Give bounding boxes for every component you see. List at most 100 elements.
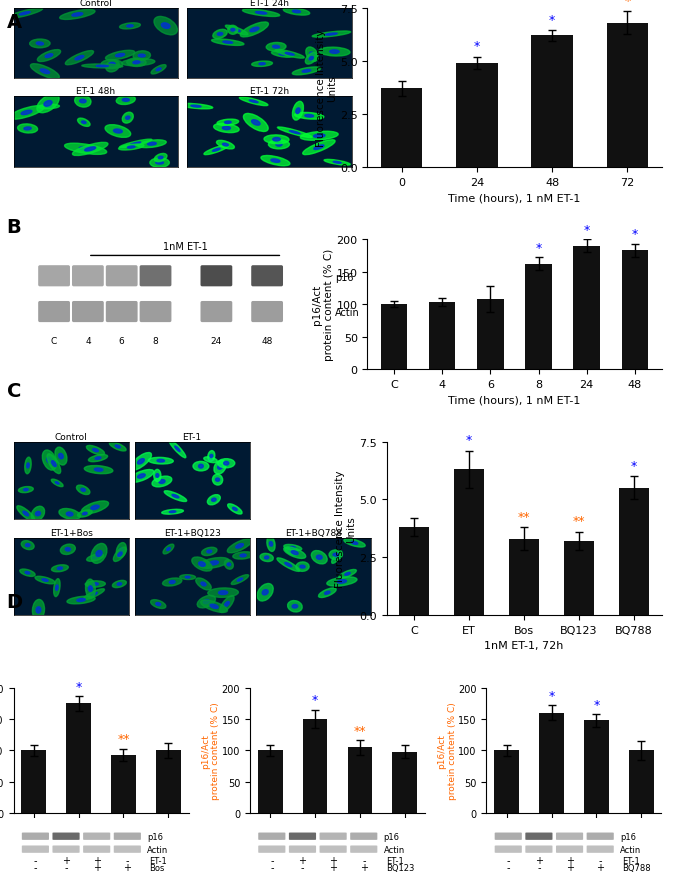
Ellipse shape (163, 578, 182, 587)
Ellipse shape (23, 511, 28, 517)
Ellipse shape (172, 495, 179, 498)
Ellipse shape (231, 30, 235, 32)
Text: Actin: Actin (335, 308, 360, 318)
Ellipse shape (167, 548, 170, 551)
Text: +: + (92, 862, 101, 872)
Ellipse shape (148, 143, 157, 146)
Ellipse shape (18, 487, 33, 493)
Ellipse shape (88, 586, 92, 592)
Bar (584, 720, 609, 814)
Ellipse shape (197, 595, 215, 609)
Text: p16: p16 (147, 831, 163, 841)
Text: +: + (596, 862, 604, 872)
Ellipse shape (43, 451, 57, 471)
Ellipse shape (276, 143, 282, 147)
Title: Control: Control (55, 432, 88, 441)
Bar (622, 251, 648, 370)
Ellipse shape (305, 53, 317, 65)
Ellipse shape (7, 9, 43, 19)
Ellipse shape (119, 145, 144, 151)
Ellipse shape (38, 105, 59, 110)
FancyBboxPatch shape (140, 266, 171, 287)
Ellipse shape (65, 548, 70, 552)
Ellipse shape (285, 563, 292, 567)
Bar (392, 752, 417, 814)
Ellipse shape (72, 143, 108, 156)
Ellipse shape (261, 156, 290, 167)
X-axis label: Time (hours), 1 nM ET-1: Time (hours), 1 nM ET-1 (448, 193, 580, 203)
Ellipse shape (36, 607, 41, 613)
Text: *: * (630, 460, 637, 472)
Ellipse shape (24, 128, 31, 131)
Ellipse shape (55, 447, 67, 466)
Ellipse shape (296, 562, 309, 572)
Ellipse shape (76, 486, 90, 495)
Text: BQ123: BQ123 (385, 863, 414, 872)
Ellipse shape (271, 52, 294, 58)
Text: +: + (298, 855, 306, 866)
Text: p16: p16 (335, 272, 353, 282)
Ellipse shape (117, 553, 122, 557)
Text: 4: 4 (85, 336, 90, 346)
Ellipse shape (105, 51, 135, 61)
Text: +: + (62, 855, 70, 866)
Ellipse shape (222, 127, 230, 131)
Ellipse shape (92, 557, 98, 560)
Ellipse shape (238, 579, 242, 581)
Text: +: + (535, 855, 543, 866)
FancyBboxPatch shape (259, 832, 286, 840)
Ellipse shape (209, 561, 219, 566)
Ellipse shape (279, 54, 286, 56)
Ellipse shape (51, 565, 68, 572)
FancyBboxPatch shape (525, 845, 552, 852)
Bar (258, 751, 283, 814)
Ellipse shape (214, 460, 226, 474)
FancyBboxPatch shape (289, 845, 316, 852)
Title: ET-1+BQ788: ET-1+BQ788 (285, 529, 342, 538)
Ellipse shape (325, 34, 337, 36)
Ellipse shape (51, 480, 63, 487)
FancyBboxPatch shape (587, 845, 614, 852)
Ellipse shape (133, 61, 140, 65)
Ellipse shape (213, 125, 239, 133)
Ellipse shape (199, 558, 229, 568)
Bar (494, 751, 519, 814)
Text: Actin: Actin (620, 845, 641, 853)
Ellipse shape (113, 547, 126, 562)
FancyBboxPatch shape (106, 302, 138, 323)
Ellipse shape (82, 502, 109, 514)
Text: +: + (566, 862, 574, 872)
Text: **: ** (117, 732, 130, 745)
Text: **: ** (518, 510, 531, 523)
Ellipse shape (81, 488, 86, 492)
Bar (509, 539, 539, 616)
Ellipse shape (45, 54, 53, 59)
Text: Actin: Actin (383, 845, 405, 853)
Ellipse shape (59, 11, 95, 20)
Title: ET-1 72h: ET-1 72h (250, 87, 289, 96)
Ellipse shape (273, 46, 279, 49)
Ellipse shape (42, 579, 48, 581)
Ellipse shape (211, 39, 244, 46)
Ellipse shape (46, 106, 52, 108)
FancyBboxPatch shape (53, 845, 80, 852)
FancyBboxPatch shape (251, 266, 283, 287)
Text: -: - (270, 862, 273, 872)
Ellipse shape (284, 545, 302, 551)
Ellipse shape (262, 590, 268, 595)
FancyBboxPatch shape (72, 266, 104, 287)
Ellipse shape (204, 457, 217, 463)
Bar (539, 713, 564, 814)
Text: -: - (362, 855, 366, 866)
Ellipse shape (122, 99, 130, 103)
Ellipse shape (65, 52, 94, 66)
Ellipse shape (211, 498, 216, 502)
FancyBboxPatch shape (556, 845, 583, 852)
Bar (564, 541, 594, 616)
Text: ET-1: ET-1 (622, 856, 640, 865)
Text: C: C (7, 381, 21, 401)
Ellipse shape (236, 544, 244, 548)
Ellipse shape (122, 60, 155, 67)
Ellipse shape (264, 136, 289, 145)
Ellipse shape (218, 460, 235, 468)
